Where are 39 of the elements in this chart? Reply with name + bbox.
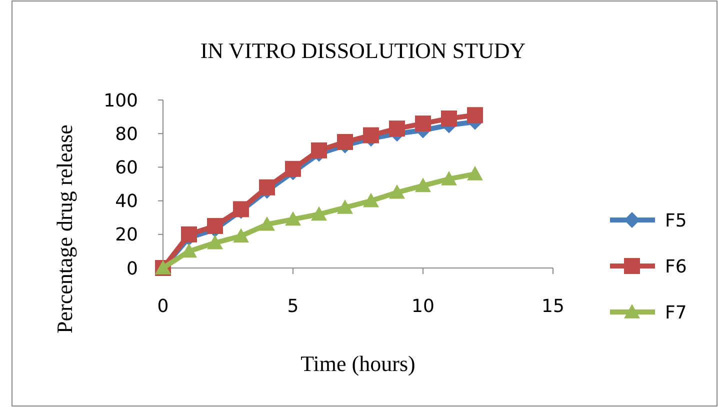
point <box>363 192 379 208</box>
point <box>363 127 379 144</box>
x-tick-label: 5 <box>287 296 299 317</box>
y-tick-label: 0 <box>126 258 138 280</box>
point <box>181 226 197 242</box>
point <box>467 166 483 180</box>
point <box>259 216 275 231</box>
x-tick-label: 10 <box>412 296 434 317</box>
point <box>311 142 327 158</box>
point <box>415 116 431 132</box>
point <box>337 134 353 150</box>
x-axis-title: Time (hours) <box>300 351 416 376</box>
legend-label: F7 <box>665 302 687 324</box>
x-tick-label: 0 <box>157 296 169 317</box>
point <box>233 228 249 242</box>
point <box>415 178 431 192</box>
legend-label: F6 <box>665 256 687 278</box>
point <box>441 170 457 186</box>
y-tick-label: 60 <box>115 158 138 178</box>
point <box>311 206 327 221</box>
legend-label: F5 <box>665 210 687 232</box>
y-axis-title: Percentage drug release <box>52 124 77 334</box>
point <box>467 107 483 124</box>
point <box>389 120 405 137</box>
point <box>285 160 301 177</box>
point <box>259 179 275 196</box>
point <box>181 243 197 258</box>
point <box>207 234 223 250</box>
y-tick-label: 20 <box>115 224 138 246</box>
point <box>389 184 405 199</box>
point <box>207 218 223 234</box>
point <box>285 211 301 226</box>
y-tick-label: 80 <box>115 124 138 145</box>
chart-title: IN VITRO DISSOLUTION STUDY <box>200 38 526 63</box>
x-tick-label: 15 <box>542 296 564 317</box>
y-tick-label: 100 <box>104 90 138 112</box>
y-tick-label: 40 <box>115 191 138 212</box>
point <box>337 200 353 214</box>
point <box>441 110 457 126</box>
